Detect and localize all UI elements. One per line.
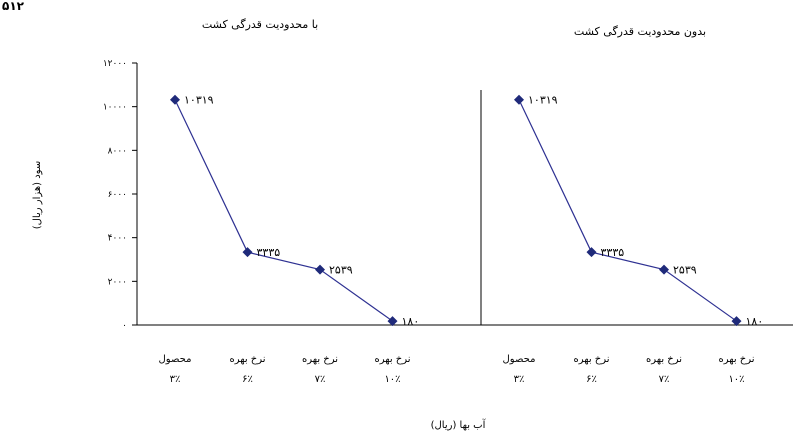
- data-point: [659, 264, 669, 275]
- y-tick-label: ۱۲۰۰۰: [103, 59, 127, 69]
- category-label: نرخ بهره: [573, 354, 609, 365]
- y-tick-label: ۴۰۰۰: [108, 234, 127, 244]
- data-label: ۱۰۳۱۹: [184, 94, 214, 107]
- data-point: [170, 94, 180, 105]
- y-tick-label: ۶۰۰۰: [108, 190, 127, 200]
- series-line: [174, 99, 393, 322]
- category-label-value: ۶٪: [586, 374, 597, 385]
- data-label: ۱۰۳۱۹: [528, 94, 558, 107]
- y-axis-title: سود (هزار ریال): [32, 161, 43, 229]
- data-label: ۱۸۰: [746, 315, 764, 328]
- y-tick-label: ۰: [122, 321, 127, 331]
- data-point: [387, 316, 398, 327]
- category-label: نرخ بهره: [374, 354, 410, 365]
- category-label-value: ۷٪: [659, 374, 670, 385]
- data-point: [242, 247, 253, 258]
- category-label: نرخ بهره: [302, 354, 338, 365]
- data-point: [731, 316, 742, 327]
- category-label: نرخ بهره: [229, 354, 265, 365]
- category-label: محصول: [503, 354, 536, 365]
- category-label-value: ۱۰٪: [728, 374, 744, 385]
- plot-area: ۰ ۲۰۰۰ ۴۰۰۰ ۶۰۰۰ ۸۰۰۰ ۱۰۰۰۰ ۱۲۰۰۰ با محدودیت قد…: [32, 18, 793, 431]
- category-label-value: ۷٪: [315, 374, 326, 385]
- data-point: [586, 247, 597, 258]
- panel-title: با محدودیت قدرگی کشت: [202, 18, 318, 31]
- category-label: نرخ بهره: [718, 354, 754, 365]
- data-label: ۲۵۳۹: [673, 264, 697, 277]
- y-tick-label: ۸۰۰۰: [108, 146, 127, 156]
- category-label-value: ۳٪: [170, 374, 181, 385]
- category-label-value: ۶٪: [242, 374, 253, 385]
- data-label: ۲۵۳۹: [329, 264, 353, 277]
- y-tick-label: ۱۰۰۰۰: [103, 103, 127, 113]
- data-label: ۳۳۳۵: [601, 246, 625, 259]
- x-axis-title: آب بها (ریال): [431, 418, 487, 431]
- corner-text: ۵۱۲: [2, 0, 25, 13]
- panel-title: بدون محدودیت قدرگی کشت: [574, 25, 706, 38]
- data-label: ۳۳۳۵: [257, 246, 281, 259]
- category-label-value: ۳٪: [514, 374, 525, 385]
- category-label: محصول: [159, 354, 192, 365]
- category-label-value: ۱۰٪: [384, 374, 400, 385]
- category-label: نرخ بهره: [646, 354, 682, 365]
- series-line: [518, 99, 737, 322]
- data-point: [514, 94, 524, 105]
- data-label: ۱۸۰: [402, 315, 420, 328]
- y-tick-label: ۲۰۰۰: [108, 277, 127, 287]
- data-point: [315, 264, 325, 275]
